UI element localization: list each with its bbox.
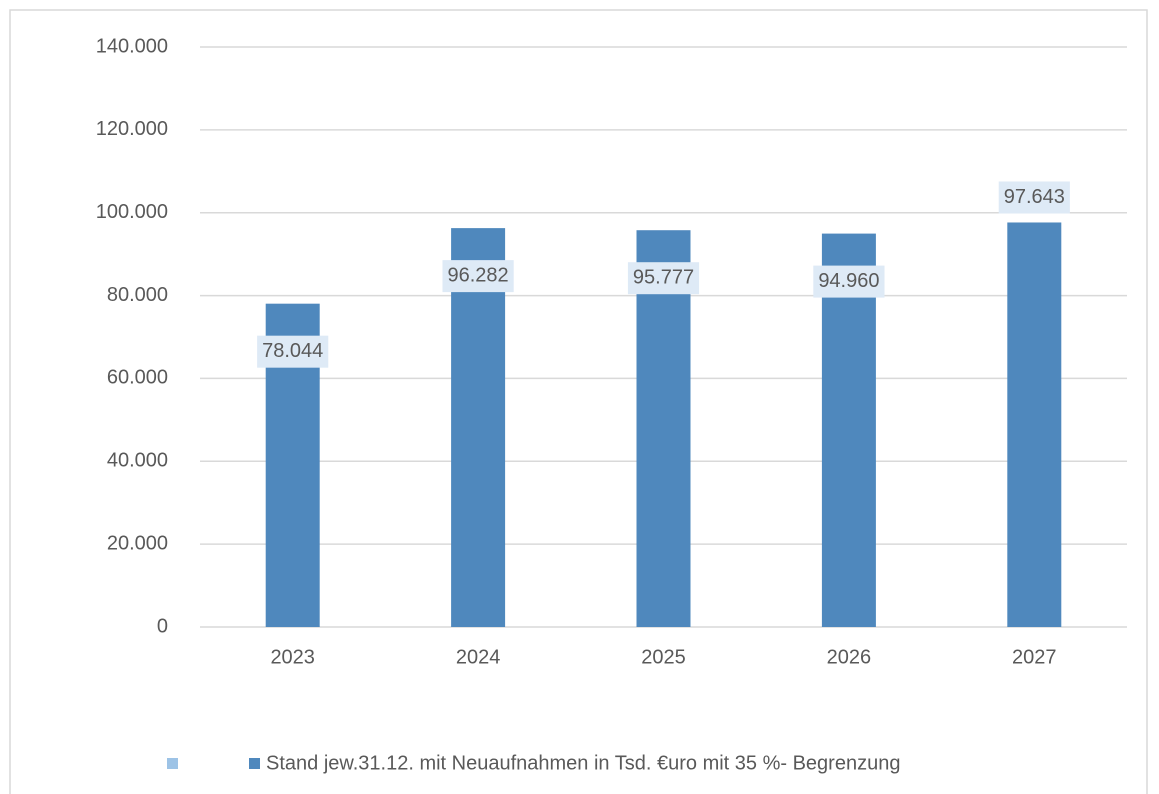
y-tick-label: 80.000 (107, 284, 168, 306)
legend-label: Stand jew.31.12. mit Neuaufnahmen in Tsd… (266, 752, 900, 774)
x-tick-label: 2027 (1012, 646, 1057, 668)
data-label-bg (998, 181, 1070, 214)
x-tick-label: 2025 (641, 646, 686, 668)
data-label-bg (442, 260, 514, 293)
data-label-bg (257, 335, 329, 368)
x-tick-label: 2026 (827, 646, 872, 668)
data-label-bg (627, 262, 700, 295)
bar (1007, 222, 1062, 627)
y-tick-label: 60.000 (107, 367, 168, 389)
data-label: 78.044 (262, 340, 323, 362)
data-label-bg (813, 265, 885, 298)
legend-swatch-decor (167, 758, 178, 769)
y-tick-label: 140.000 (96, 35, 168, 57)
bar (636, 230, 691, 627)
y-tick-label: 0 (157, 615, 168, 637)
y-tick-label: 20.000 (107, 532, 168, 554)
data-label: 95.777 (633, 266, 694, 288)
y-tick-label: 100.000 (96, 201, 168, 223)
data-label: 96.282 (448, 264, 509, 286)
data-label: 97.643 (1004, 186, 1065, 208)
y-tick-label: 40.000 (107, 450, 168, 472)
chart-border (9, 9, 1148, 794)
x-tick-label: 2024 (456, 646, 501, 668)
x-tick-label: 2023 (270, 646, 315, 668)
bar (821, 233, 876, 627)
data-label: 94.960 (818, 270, 879, 292)
bar (451, 228, 506, 627)
y-tick-label: 120.000 (96, 118, 168, 140)
legend-swatch (249, 758, 260, 769)
